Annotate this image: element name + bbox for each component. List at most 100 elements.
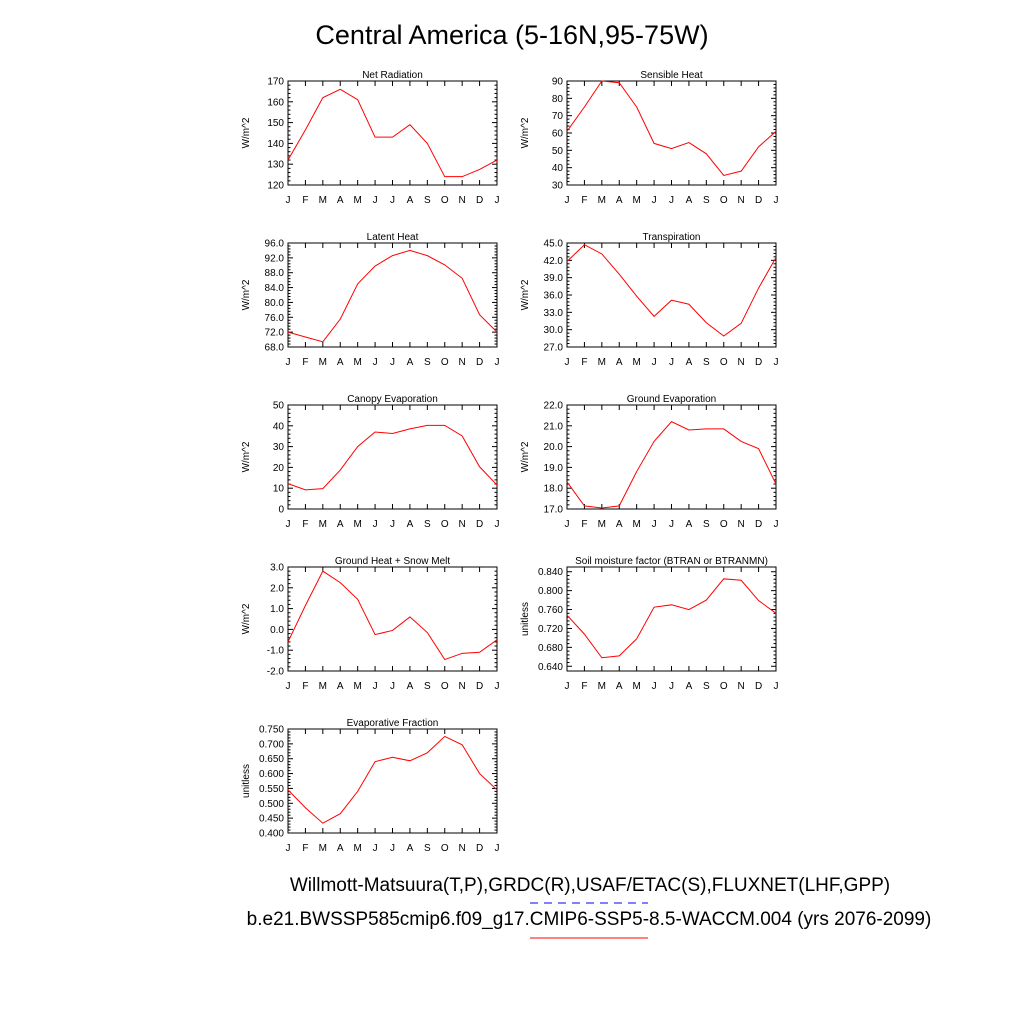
y-tick-label: 0.550 bbox=[259, 784, 284, 795]
plot-frame bbox=[287, 80, 498, 186]
y-tick-label: 160 bbox=[267, 97, 284, 108]
data-point bbox=[322, 97, 323, 98]
data-point bbox=[496, 484, 497, 485]
data-point bbox=[706, 322, 707, 323]
x-tick-label: J bbox=[565, 195, 570, 206]
data-point bbox=[479, 169, 480, 170]
panel-title: Transpiration bbox=[643, 232, 701, 243]
x-tick-label: A bbox=[616, 519, 623, 530]
x-tick-label: M bbox=[632, 681, 640, 692]
x-tick-label: J bbox=[373, 195, 378, 206]
data-point bbox=[322, 341, 323, 342]
y-axis-label: W/m^2 bbox=[241, 117, 252, 148]
data-point bbox=[305, 129, 306, 130]
data-point bbox=[688, 429, 689, 430]
data-point bbox=[636, 471, 637, 472]
x-tick-label: N bbox=[459, 681, 466, 692]
data-point bbox=[322, 823, 323, 824]
y-tick-label: 0.750 bbox=[259, 725, 284, 736]
panel-4: Transpiration W/m^2 27.0 30.0 33.0 36.0 39.0 42… bbox=[520, 232, 779, 368]
data-point bbox=[671, 148, 672, 149]
x-tick-label: D bbox=[755, 195, 762, 206]
y-tick-label: 17.0 bbox=[544, 505, 564, 516]
y-tick-label: 140 bbox=[267, 139, 284, 150]
y-tick-label: 30.0 bbox=[544, 325, 564, 336]
y-tick-label: 96.0 bbox=[265, 239, 285, 250]
panel-title: Ground Evaporation bbox=[627, 394, 717, 405]
y-tick-label: 0.640 bbox=[538, 662, 563, 673]
data-point bbox=[758, 287, 759, 288]
data-point bbox=[409, 760, 410, 761]
data-point bbox=[305, 605, 306, 606]
x-tick-label: D bbox=[755, 519, 762, 530]
data-point bbox=[287, 483, 288, 484]
x-tick-label: M bbox=[319, 681, 327, 692]
data-point bbox=[305, 489, 306, 490]
x-tick-label: J bbox=[390, 195, 395, 206]
data-point bbox=[653, 607, 654, 608]
y-tick-label: 130 bbox=[267, 160, 284, 171]
data-point bbox=[566, 615, 567, 616]
y-tick-label: 80.0 bbox=[265, 298, 285, 309]
x-tick-label: S bbox=[703, 195, 710, 206]
data-point bbox=[357, 599, 358, 600]
x-tick-label: N bbox=[738, 357, 745, 368]
data-point bbox=[340, 813, 341, 814]
data-point bbox=[619, 655, 620, 656]
data-point bbox=[584, 505, 585, 506]
y-tick-label: 90 bbox=[552, 77, 564, 88]
data-point bbox=[653, 441, 654, 442]
y-tick-label: 170 bbox=[267, 77, 284, 88]
data-point bbox=[392, 757, 393, 758]
data-point bbox=[444, 264, 445, 265]
panel-title: Net Radiation bbox=[362, 70, 423, 81]
x-tick-label: J bbox=[495, 195, 500, 206]
y-tick-label: 18.0 bbox=[544, 484, 564, 495]
y-tick-label: 30 bbox=[552, 181, 564, 192]
panel-9: Evaporative Fraction unitless 0.400 0.450 0.… bbox=[241, 718, 500, 854]
x-tick-label: J bbox=[652, 681, 657, 692]
x-tick-label: D bbox=[476, 519, 483, 530]
data-point bbox=[601, 507, 602, 508]
x-tick-label: J bbox=[286, 357, 291, 368]
x-tick-label: F bbox=[302, 357, 308, 368]
x-tick-label: M bbox=[353, 843, 361, 854]
y-tick-label: 22.0 bbox=[544, 401, 564, 412]
x-tick-label: M bbox=[319, 519, 327, 530]
x-tick-label: A bbox=[337, 681, 344, 692]
data-point bbox=[409, 428, 410, 429]
data-point bbox=[723, 428, 724, 429]
x-tick-label: M bbox=[353, 681, 361, 692]
y-tick-label: 2.0 bbox=[270, 583, 284, 594]
data-point bbox=[688, 609, 689, 610]
data-point bbox=[601, 253, 602, 254]
data-point bbox=[444, 736, 445, 737]
y-axis-label: W/m^2 bbox=[520, 279, 531, 310]
y-tick-label: 0.500 bbox=[259, 799, 284, 810]
y-tick-label: 27.0 bbox=[544, 343, 564, 354]
data-point bbox=[496, 789, 497, 790]
y-tick-label: 120 bbox=[267, 181, 284, 192]
y-tick-label: 42.0 bbox=[544, 256, 564, 267]
y-tick-label: 40 bbox=[273, 421, 285, 432]
y-tick-label: 21.0 bbox=[544, 421, 564, 432]
x-tick-label: J bbox=[390, 843, 395, 854]
data-point bbox=[601, 657, 602, 658]
data-point bbox=[723, 335, 724, 336]
x-tick-label: A bbox=[616, 357, 623, 368]
x-tick-label: J bbox=[495, 519, 500, 530]
y-axis-label: W/m^2 bbox=[520, 117, 531, 148]
data-point bbox=[688, 304, 689, 305]
data-point bbox=[584, 634, 585, 635]
data-point bbox=[706, 599, 707, 600]
data-point bbox=[305, 807, 306, 808]
x-tick-label: J bbox=[373, 681, 378, 692]
data-point bbox=[392, 137, 393, 138]
x-tick-label: O bbox=[720, 681, 728, 692]
x-tick-label: J bbox=[286, 519, 291, 530]
x-tick-label: M bbox=[319, 843, 327, 854]
x-tick-label: N bbox=[738, 195, 745, 206]
x-tick-label: M bbox=[353, 357, 361, 368]
